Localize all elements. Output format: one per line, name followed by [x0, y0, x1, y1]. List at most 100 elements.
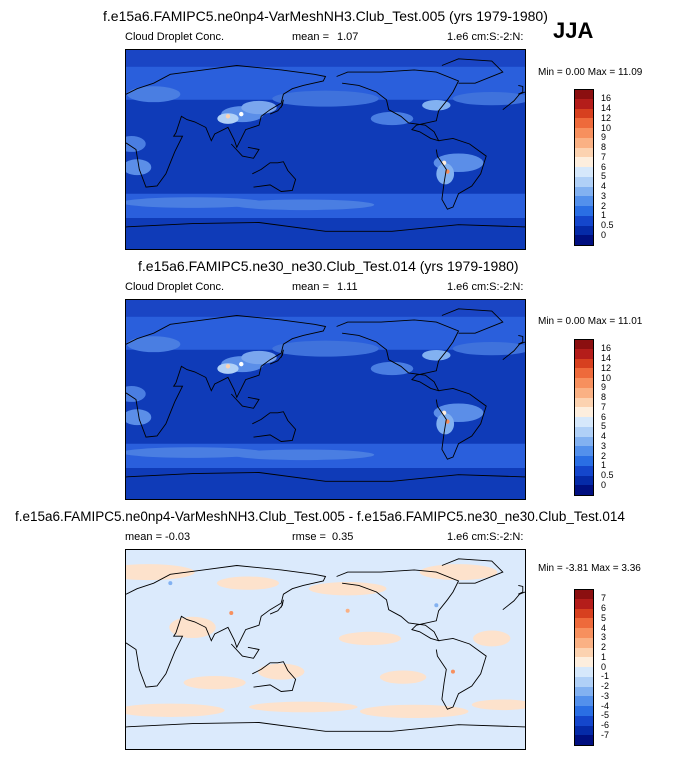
colorbar-tick-label: 2 — [601, 642, 607, 652]
colorbar-swatch — [574, 485, 594, 496]
colorbar-tick-label: 0.5 — [601, 470, 614, 480]
colorbar-tick-label: 0.5 — [601, 220, 614, 230]
panel-3-rmse-label: rmse = — [292, 531, 326, 543]
field-patch — [422, 349, 451, 361]
colorbar-tick-label: 2 — [601, 200, 607, 211]
coastline — [441, 558, 504, 584]
panel-2-map-svg — [126, 300, 525, 499]
colorbar-swatch — [574, 206, 594, 217]
field-patch — [241, 350, 277, 365]
colorbar-tick-label: 5 — [601, 421, 607, 432]
coastline — [502, 341, 525, 361]
colorbar-swatch — [574, 706, 594, 717]
panel-3-units: 1.e6 cm:S:-2:N: — [447, 531, 524, 543]
colorbar-tick-label: 2 — [601, 450, 607, 461]
coastline — [252, 661, 297, 692]
coastline — [126, 472, 525, 482]
coastline — [126, 315, 327, 438]
colorbar-swatch — [574, 147, 594, 158]
diff-hotspot — [345, 608, 350, 613]
colorbar-swatch — [574, 608, 594, 619]
diff-patch — [338, 631, 401, 646]
coastline — [252, 411, 297, 442]
diff-patch — [126, 703, 225, 717]
coastline — [269, 99, 284, 115]
colorbar-swatch — [574, 725, 594, 736]
colorbar-swatch — [574, 348, 594, 359]
diff-hotspot — [168, 581, 173, 586]
coastline — [269, 599, 284, 615]
colorbar-swatch — [574, 339, 594, 350]
panel-3-rmse-value: 0.35 — [332, 531, 354, 543]
colorbar-swatch — [574, 137, 594, 148]
colorbar-tick-label: -7 — [601, 729, 610, 740]
colorbar-tick-label: 12 — [601, 362, 612, 373]
field-band — [126, 300, 525, 317]
colorbar-swatch — [574, 715, 594, 726]
panel-1-mean-label: mean = — [292, 31, 329, 43]
colorbar-swatch — [574, 696, 594, 707]
field-patch — [217, 113, 239, 124]
colorbar-tick-label: -3 — [601, 690, 610, 701]
coastline — [518, 334, 524, 345]
colorbar-tick-label: 14 — [601, 103, 612, 113]
coastline — [502, 591, 525, 611]
panel-2-colorbar: 16 14 12 10 9 8 7 6 5 4 3 2 1 0.5 0 — [574, 339, 634, 496]
coastline — [435, 387, 487, 460]
coastline — [502, 91, 525, 111]
coastline — [230, 393, 260, 409]
diff-patch — [257, 663, 305, 680]
colorbar-tick-label: 4 — [601, 622, 607, 633]
colorbar-tick-label: 16 — [601, 343, 612, 354]
panel-2-title: f.e15a6.FAMIPC5.ne30_ne30.Club_Test.014 … — [138, 258, 519, 274]
field-patch — [370, 111, 414, 126]
panel-2-minmax: Min = 0.00 Max = 11.01 — [538, 316, 643, 327]
diff-patch — [249, 701, 358, 713]
colorbar-tick-label: -1 — [601, 671, 610, 682]
panel-3-map — [125, 549, 526, 750]
coastline — [269, 349, 284, 365]
diff-hotspot — [229, 611, 234, 616]
coastline — [435, 137, 487, 210]
colorbar-swatch — [574, 686, 594, 697]
colorbar-swatch — [574, 89, 594, 100]
panel-2-variable: Cloud Droplet Conc. — [125, 281, 225, 293]
colorbar-swatch — [574, 368, 594, 379]
colorbar-swatch — [574, 647, 594, 658]
colorbar-swatch — [574, 157, 594, 168]
colorbar-swatch — [574, 118, 594, 129]
coastline — [126, 565, 327, 688]
coastline — [126, 222, 525, 232]
field-patch — [217, 363, 239, 374]
coastline — [230, 143, 260, 159]
field-band — [126, 66, 525, 100]
field-patch — [126, 386, 146, 402]
diff-hotspot — [450, 669, 455, 674]
diff-patch — [183, 676, 246, 690]
field-hotspot — [225, 364, 231, 369]
colorbar-swatch — [574, 128, 594, 139]
coastline — [441, 58, 504, 84]
coastline — [518, 584, 524, 595]
coastline — [252, 161, 297, 192]
panel-3-mean: mean = -0.03 — [125, 531, 191, 543]
field-patch — [232, 449, 375, 461]
colorbar-swatch — [574, 446, 594, 457]
colorbar-tick-label: 8 — [601, 392, 607, 402]
diff-patch — [379, 670, 427, 684]
field-patch — [452, 92, 525, 106]
panel-1-variable: Cloud Droplet Conc. — [125, 31, 225, 43]
field-patch — [127, 86, 181, 103]
panel-3-minmax: Min = -3.81 Max = 3.36 — [538, 563, 641, 574]
colorbar-tick-label: 3 — [601, 440, 607, 451]
colorbar-swatch — [574, 387, 594, 398]
coastline — [126, 722, 525, 732]
colorbar-swatch — [574, 426, 594, 437]
colorbar-swatch — [574, 167, 594, 178]
panel-2-mean-label: mean = — [292, 281, 329, 293]
diff-patch — [216, 576, 279, 590]
colorbar-swatch — [574, 358, 594, 369]
diff-patch — [471, 699, 525, 711]
colorbar-tick-label: 8 — [601, 142, 607, 152]
colorbar-tick-label: 5 — [601, 171, 607, 182]
